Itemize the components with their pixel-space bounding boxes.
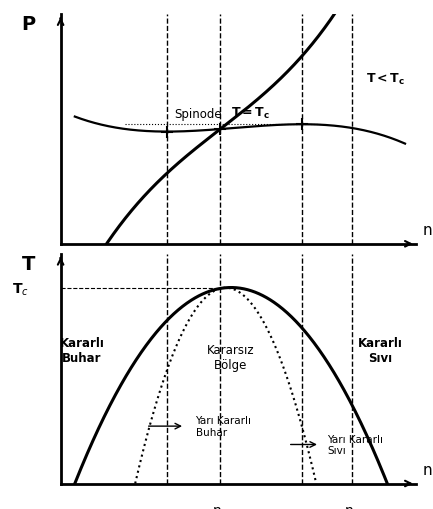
Text: n: n [423, 222, 433, 237]
Text: $\mathbf{T = T_c}$: $\mathbf{T = T_c}$ [231, 105, 270, 121]
Text: Kararlı
Buhar: Kararlı Buhar [59, 337, 104, 364]
Text: Spinode: Spinode [174, 108, 222, 121]
Text: Yarı Kararlı
Buhar: Yarı Kararlı Buhar [196, 415, 252, 437]
Text: n: n [423, 462, 433, 476]
Text: n$_s$: n$_s$ [344, 504, 360, 509]
Text: T$_c$: T$_c$ [12, 280, 29, 297]
Text: $\mathbf{T < T_c}$: $\mathbf{T < T_c}$ [366, 72, 405, 87]
Text: Kararsız
Bölge: Kararsız Bölge [207, 344, 255, 372]
Text: Yarı Kararlı
Sıvı: Yarı Kararlı Sıvı [327, 434, 383, 456]
Text: n$_c$: n$_c$ [212, 504, 229, 509]
Text: P: P [22, 15, 36, 34]
Text: T: T [22, 254, 36, 273]
Text: Kararlı
Sıvı: Kararlı Sıvı [358, 337, 403, 364]
